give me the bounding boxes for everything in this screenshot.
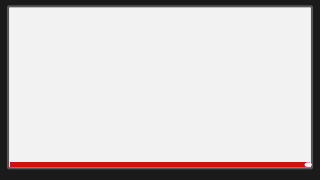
Text: O: O [209, 69, 216, 78]
Text: O: O [195, 69, 202, 78]
Text: CH₃: CH₃ [156, 69, 170, 78]
Text: O: O [180, 55, 187, 64]
Text: O: O [66, 96, 74, 106]
Text: CH₃: CH₃ [134, 35, 148, 44]
Text: H: H [46, 82, 54, 92]
Text: LEAH4SCI.COM: LEAH4SCI.COM [115, 11, 205, 24]
Text: O: O [110, 73, 118, 83]
Text: PRESENTS:: PRESENTS: [143, 25, 177, 30]
Text: H: H [223, 69, 229, 78]
Text: :O: :O [94, 53, 106, 63]
Text: C: C [180, 69, 186, 78]
Text: C: C [116, 53, 123, 63]
Text: EPOXIDATION: EPOXIDATION [102, 150, 218, 165]
